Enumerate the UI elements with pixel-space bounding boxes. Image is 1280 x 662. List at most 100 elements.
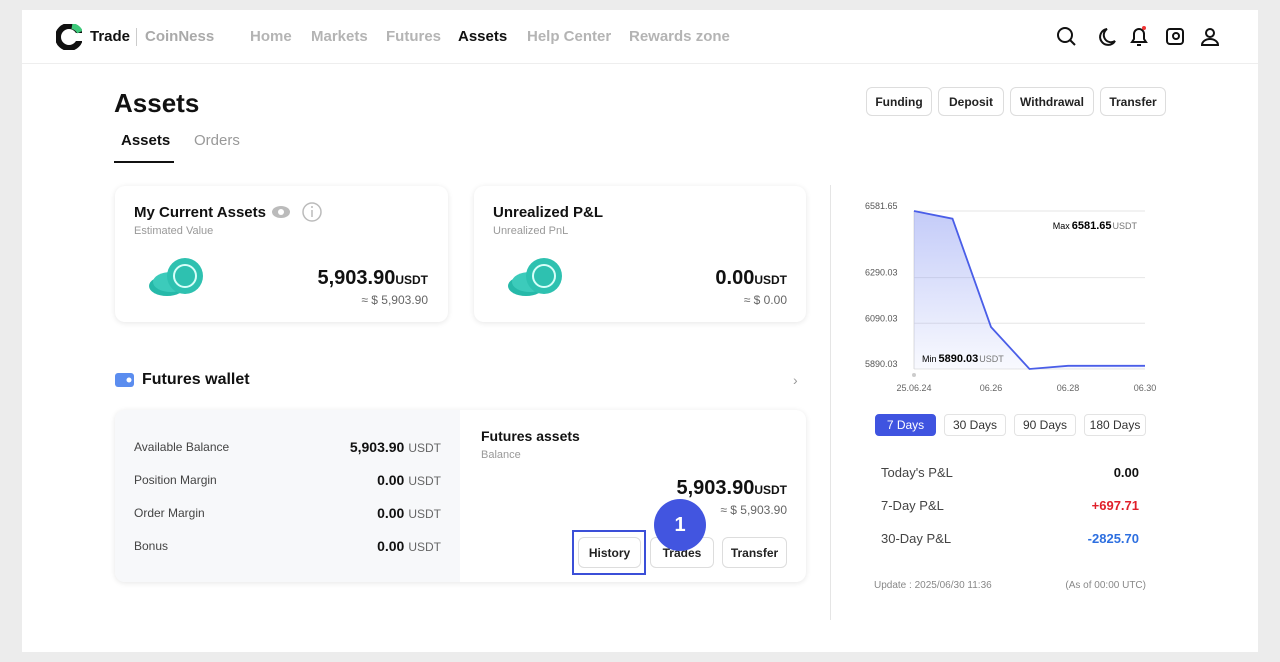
amount: 5,903.90	[317, 267, 396, 289]
row-value: 0.00 USDT	[377, 505, 441, 523]
assets-amount: 5,903.90USDT	[676, 477, 787, 500]
annotation-unit: USDT	[1113, 221, 1138, 231]
action-button[interactable]: Transfer	[1100, 87, 1166, 116]
card-amount: 5,903.90USDT	[317, 267, 428, 290]
tab[interactable]: Assets	[121, 132, 171, 149]
assets-subtitle: Balance	[481, 449, 521, 461]
row-label: Position Margin	[134, 473, 217, 487]
annotation-label: Max	[1053, 221, 1071, 231]
brand-divider	[136, 28, 137, 46]
highlight-box	[572, 530, 646, 575]
brand-sub: CoinNess	[145, 28, 215, 45]
x-tick-label: 06.30	[1134, 383, 1157, 393]
assets-title: Futures assets	[481, 428, 580, 444]
card-approx: ≈ $ 0.00	[743, 293, 787, 307]
area	[914, 211, 1145, 369]
unit: USDT	[754, 483, 787, 497]
period-button[interactable]: 180 Days	[1084, 414, 1146, 436]
update-time: Update : 2025/06/30 11:36	[874, 580, 992, 591]
x-tick-label: 06.26	[980, 383, 1003, 393]
nav-link[interactable]: Assets	[458, 28, 508, 45]
pnl-value: +697.71	[1091, 498, 1139, 513]
card-title: Unrealized P&L	[493, 204, 604, 221]
period-button[interactable]: 30 Days	[944, 414, 1006, 436]
annotation-unit: USDT	[979, 354, 1004, 364]
asset-card	[474, 186, 806, 322]
unit: USDT	[408, 540, 441, 554]
unit: USDT	[408, 441, 441, 455]
value: 0.00	[377, 472, 405, 488]
nav-link[interactable]: Markets	[311, 28, 368, 45]
action-button[interactable]: Withdrawal	[1010, 87, 1094, 116]
period-button[interactable]: 90 Days	[1014, 414, 1076, 436]
unit: USDT	[395, 273, 428, 287]
pnl-label: Today's P&L	[881, 465, 953, 480]
brand[interactable]: Trade	[90, 28, 131, 45]
x-tick-label: 06.28	[1057, 383, 1080, 393]
card-subtitle: Unrealized PnL	[493, 225, 569, 237]
nav-link[interactable]: Home	[250, 28, 292, 45]
action-button[interactable]: Funding	[866, 87, 932, 116]
step-badge: 1	[654, 499, 706, 551]
coin-icon	[149, 258, 203, 296]
value: 0.00	[377, 505, 405, 521]
wallet-rows-bg	[115, 410, 460, 582]
pnl-value: 0.00	[1113, 465, 1139, 480]
unit: USDT	[408, 474, 441, 488]
card-amount: 0.00USDT	[715, 267, 787, 290]
row-label: Bonus	[134, 539, 169, 553]
chart: 5890.03 6090.03 6290.03 6581.65 25.06.24 06.2…	[865, 201, 1157, 393]
line	[913, 210, 1145, 370]
row-label: Order Margin	[134, 506, 205, 520]
wallet-button[interactable]: Transfer	[722, 537, 787, 568]
as-of: (As of 00:00 UTC)	[1065, 580, 1146, 591]
value: 0.00	[377, 538, 405, 554]
pnl-value: -2825.70	[1087, 531, 1139, 546]
period-button[interactable]: 7 Days	[875, 414, 936, 436]
annotation: Max 6581.65USDT	[1053, 220, 1138, 232]
x-tick-label: 25.06.24	[896, 383, 931, 393]
card-icons[interactable]	[270, 202, 326, 222]
annotation-value: 5890.03	[939, 353, 979, 365]
wallet-button[interactable]: History	[578, 537, 641, 568]
y-tick-label: 6581.65	[865, 201, 898, 211]
nav-link[interactable]: Futures	[386, 28, 442, 45]
divider	[830, 185, 831, 620]
coin-icon	[508, 258, 562, 296]
page-title: Assets	[114, 88, 200, 118]
row-label: Available Balance	[134, 440, 230, 454]
tab[interactable]: Orders	[194, 132, 240, 149]
card-subtitle: Estimated Value	[134, 225, 214, 237]
annotation: Min 5890.03USDT	[922, 353, 1004, 365]
axis-dot	[912, 373, 916, 377]
header-icons[interactable]	[1055, 25, 1225, 49]
row-value: 0.00 USDT	[377, 538, 441, 556]
nav-link[interactable]: Rewards zone	[629, 28, 730, 45]
annotation-value: 6581.65	[1072, 220, 1112, 232]
tab-underline	[114, 161, 174, 163]
y-tick-label: 6090.03	[865, 313, 898, 323]
card-title: My Current Assets	[134, 204, 266, 221]
annotation-label: Min	[922, 354, 937, 364]
assets-approx: ≈ $ 5,903.90	[720, 503, 787, 517]
wallet-icon	[115, 373, 134, 387]
amount: 5,903.90	[676, 477, 755, 499]
section-title: Futures wallet	[142, 371, 250, 388]
amount: 0.00	[715, 267, 755, 289]
pnl-label: 7-Day P&L	[881, 498, 944, 513]
y-tick-label: 5890.03	[865, 359, 898, 369]
y-tick-label: 6290.03	[865, 268, 898, 278]
logo	[56, 24, 82, 50]
action-button[interactable]: Deposit	[938, 87, 1004, 116]
nav-link[interactable]: Help Center	[527, 28, 612, 45]
unit: USDT	[754, 273, 787, 287]
value: 5,903.90	[349, 439, 405, 455]
row-value: 0.00 USDT	[377, 472, 441, 490]
header-divider	[22, 63, 1258, 64]
card-approx: ≈ $ 5,903.90	[361, 293, 428, 307]
chevron[interactable]: ›	[793, 372, 798, 388]
pnl-label: 30-Day P&L	[881, 531, 952, 546]
row-value: 5,903.90 USDT	[350, 439, 441, 457]
unit: USDT	[408, 507, 441, 521]
